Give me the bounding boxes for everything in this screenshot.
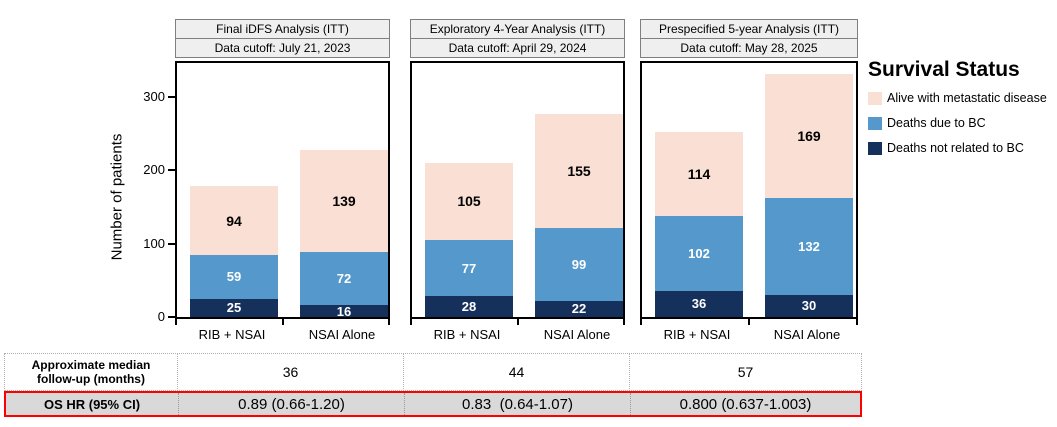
- x-axis-tick: [281, 319, 284, 325]
- os-hr-value-cell: 0.800 (0.637-1.003): [630, 393, 860, 415]
- category-label: NSAI Alone: [308, 327, 376, 342]
- y-axis-tick: [168, 95, 175, 98]
- x-axis-tick: [748, 319, 750, 325]
- y-tick-label: 300: [143, 88, 165, 104]
- deaths-not-related-bc-swatch-icon: [868, 141, 882, 155]
- bar-segment-deaths_not_bc: 25: [190, 298, 278, 317]
- category-label: NSAI Alone: [773, 327, 841, 342]
- bar-segment-alive_met: 169: [765, 73, 853, 198]
- os-hr-value: 0.800 (0.637-1.003): [679, 395, 812, 413]
- bar-segment-deaths_bc: 72: [300, 252, 388, 306]
- legend-label: Deaths due to BC: [887, 116, 986, 130]
- x-axis-tick: [623, 319, 625, 325]
- y-tick-label: 200: [143, 162, 165, 177]
- os-hr-row: OS HR (95% CI) 0.89 (0.66-1.20) 0.83 (0.64…: [4, 391, 862, 417]
- median-followup-header-line: follow-up (months): [37, 372, 145, 386]
- x-axis-tick: [388, 319, 390, 325]
- bar-segment-alive_met: 139: [300, 150, 388, 253]
- legend-label: Alive with metastatic disease: [887, 91, 1047, 105]
- median-followup-value-cell: 44: [403, 353, 630, 391]
- os-hr-value: 0.89 (0.66-1.20): [238, 395, 345, 413]
- legend-item-deaths-bc: Deaths due to BC: [868, 116, 1057, 130]
- median-followup-header-line: Approximate median: [31, 358, 151, 372]
- legend: Survival Status Alive with metastatic di…: [868, 58, 1057, 166]
- panel-title: Exploratory 4-Year Analysis (ITT): [410, 19, 625, 39]
- median-followup-value-cell: 36: [177, 353, 404, 391]
- x-axis-tick: [856, 319, 858, 325]
- bar-segment-deaths_bc: 99: [535, 228, 623, 301]
- bar-segment-deaths_not_bc: 28: [425, 296, 513, 317]
- legend-label: Deaths not related to BC: [887, 141, 1024, 155]
- stacked-bar: 30 132 169: [765, 73, 853, 317]
- bar-segment-deaths_bc: 77: [425, 239, 513, 297]
- os-hr-header-label: OS HR (95% CI): [43, 396, 141, 412]
- panel-cutoff: Data cutoff: July 21, 2023: [175, 38, 390, 58]
- followup-hr-table: Approximate median follow-up (months) 36 44…: [4, 353, 862, 417]
- category-label: RIB + NSAI: [433, 327, 501, 342]
- legend-title: Survival Status: [868, 58, 1020, 81]
- stacked-bar: 25 59 94: [190, 186, 278, 317]
- legend-item-alive: Alive with metastatic disease: [868, 91, 1057, 105]
- stacked-bar: 22 99 155: [535, 114, 623, 317]
- deaths-due-to-bc-swatch-icon: [868, 116, 882, 130]
- bar-segment-alive_met: 105: [425, 162, 513, 240]
- y-axis-tick: [168, 242, 175, 245]
- median-followup-value: 57: [737, 364, 754, 380]
- median-followup-value-cell: 57: [629, 353, 862, 391]
- x-axis-tick: [640, 319, 642, 325]
- bar-segment-deaths_not_bc: 30: [765, 294, 853, 317]
- plot-area: 28 77 105 22 99 155: [410, 61, 625, 319]
- panel-title: Prespecified 5-year Analysis (ITT): [640, 19, 858, 39]
- plot-area: 25 59 94 16 72 139: [175, 61, 390, 319]
- bar-segment-alive_met: 155: [535, 114, 623, 229]
- bar-segment-deaths_bc: 59: [190, 255, 278, 299]
- median-followup-value: 36: [282, 364, 299, 380]
- median-followup-value: 44: [508, 364, 525, 380]
- bar-segment-alive_met: 114: [655, 131, 743, 216]
- y-axis-tick: [168, 169, 175, 171]
- bar-segment-alive_met: 94: [190, 186, 278, 256]
- category-label: NSAI Alone: [543, 327, 611, 342]
- os-hr-value: 0.83 (0.64-1.07): [462, 395, 573, 413]
- median-followup-row: Approximate median follow-up (months) 36 44…: [4, 353, 862, 391]
- x-axis-tick: [175, 319, 177, 325]
- y-tick-label: 0: [157, 309, 165, 324]
- bar-segment-deaths_bc: 132: [765, 197, 853, 295]
- category-label: RIB + NSAI: [663, 327, 731, 342]
- y-tick-label: 100: [143, 235, 165, 251]
- bar-segment-deaths_not_bc: 16: [300, 304, 388, 319]
- bar-segment-deaths_not_bc: 36: [655, 290, 743, 317]
- panel-title: Final iDFS Analysis (ITT): [175, 19, 390, 39]
- legend-item-deaths-not-bc: Deaths not related to BC: [868, 141, 1057, 155]
- y-axis-title: Number of patients: [108, 133, 126, 261]
- stacked-bar: 36 102 114: [655, 131, 743, 317]
- plot-area: 36 102 114 30 132 169: [640, 61, 858, 319]
- alive-metastatic-swatch-icon: [868, 91, 882, 105]
- os-hr-value-cell: 0.89 (0.66-1.20): [178, 393, 404, 415]
- stacked-bar: 16 72 139: [300, 150, 388, 319]
- x-axis-tick: [516, 319, 519, 325]
- x-axis-tick: [410, 319, 412, 325]
- os-hr-value-cell: 0.83 (0.64-1.07): [404, 393, 630, 415]
- panel-cutoff: Data cutoff: May 28, 2025: [640, 38, 858, 58]
- y-axis-tick: [168, 316, 175, 318]
- panel-cutoff: Data cutoff: April 29, 2024: [410, 38, 625, 58]
- stacked-bar: 28 77 105: [425, 162, 513, 317]
- bar-segment-deaths_not_bc: 22: [535, 300, 623, 317]
- median-followup-header-cell: Approximate median follow-up (months): [4, 353, 178, 391]
- bar-segment-deaths_bc: 102: [655, 215, 743, 291]
- category-label: RIB + NSAI: [198, 327, 266, 342]
- os-hr-header-cell: OS HR (95% CI): [6, 393, 178, 415]
